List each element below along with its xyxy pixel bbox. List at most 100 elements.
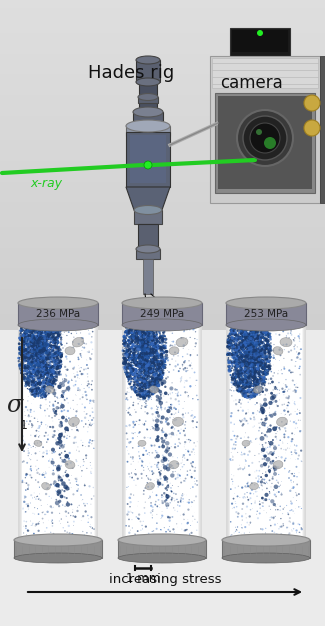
Circle shape xyxy=(252,508,253,509)
Circle shape xyxy=(41,371,43,372)
Bar xyxy=(0,206,325,211)
Circle shape xyxy=(36,342,38,344)
Circle shape xyxy=(159,347,161,349)
Circle shape xyxy=(252,341,254,342)
Circle shape xyxy=(92,411,94,413)
Circle shape xyxy=(156,356,159,359)
Circle shape xyxy=(159,337,161,339)
Circle shape xyxy=(27,365,28,366)
Circle shape xyxy=(146,359,149,362)
Circle shape xyxy=(147,352,150,356)
Circle shape xyxy=(234,334,238,337)
Circle shape xyxy=(25,351,26,352)
Circle shape xyxy=(246,384,249,387)
Circle shape xyxy=(265,378,267,380)
Circle shape xyxy=(228,367,230,369)
Circle shape xyxy=(254,377,257,379)
Circle shape xyxy=(91,473,92,474)
Circle shape xyxy=(163,439,166,441)
Circle shape xyxy=(228,346,229,347)
Circle shape xyxy=(231,478,233,480)
Circle shape xyxy=(140,345,142,347)
Circle shape xyxy=(251,396,252,397)
Circle shape xyxy=(38,349,41,351)
Circle shape xyxy=(138,348,141,351)
Circle shape xyxy=(252,340,253,341)
Circle shape xyxy=(154,342,155,344)
Bar xyxy=(18,325,20,540)
Circle shape xyxy=(156,345,159,347)
Circle shape xyxy=(26,359,29,362)
Circle shape xyxy=(252,356,253,357)
Circle shape xyxy=(240,386,243,389)
Circle shape xyxy=(248,363,251,367)
Circle shape xyxy=(249,350,250,351)
Circle shape xyxy=(241,389,244,392)
Circle shape xyxy=(149,398,150,399)
Circle shape xyxy=(143,347,144,349)
Text: 236 MPa: 236 MPa xyxy=(36,309,80,319)
Circle shape xyxy=(37,538,39,541)
Circle shape xyxy=(248,346,252,350)
Circle shape xyxy=(140,362,142,365)
Circle shape xyxy=(139,348,140,349)
Circle shape xyxy=(40,354,42,355)
Circle shape xyxy=(56,351,59,354)
Circle shape xyxy=(63,326,64,327)
Circle shape xyxy=(40,408,41,409)
Circle shape xyxy=(245,354,248,357)
Circle shape xyxy=(266,369,269,371)
Circle shape xyxy=(235,349,237,351)
Circle shape xyxy=(21,349,23,351)
Circle shape xyxy=(43,339,44,340)
Circle shape xyxy=(87,351,88,352)
Circle shape xyxy=(43,522,44,523)
Circle shape xyxy=(142,333,146,336)
Circle shape xyxy=(227,362,229,364)
Circle shape xyxy=(259,342,261,344)
Circle shape xyxy=(82,341,84,342)
Circle shape xyxy=(85,398,86,399)
Circle shape xyxy=(133,423,134,424)
Circle shape xyxy=(151,343,152,344)
Circle shape xyxy=(22,364,23,365)
Circle shape xyxy=(257,535,258,536)
Bar xyxy=(130,135,166,183)
Circle shape xyxy=(238,373,241,376)
Circle shape xyxy=(248,374,250,376)
Bar xyxy=(0,21,325,25)
Circle shape xyxy=(173,493,175,494)
Circle shape xyxy=(40,368,42,371)
Ellipse shape xyxy=(122,297,202,309)
Circle shape xyxy=(40,330,41,331)
Circle shape xyxy=(143,384,146,387)
Circle shape xyxy=(265,362,267,366)
Circle shape xyxy=(21,343,24,346)
Circle shape xyxy=(269,336,271,337)
Circle shape xyxy=(44,354,46,356)
Circle shape xyxy=(51,366,53,369)
Circle shape xyxy=(30,372,31,374)
Circle shape xyxy=(253,326,255,328)
Circle shape xyxy=(34,367,36,368)
Circle shape xyxy=(260,404,264,408)
Circle shape xyxy=(142,356,145,359)
Circle shape xyxy=(254,331,257,334)
Circle shape xyxy=(126,331,128,332)
Circle shape xyxy=(31,337,32,339)
Circle shape xyxy=(27,361,30,363)
Circle shape xyxy=(135,337,137,340)
Circle shape xyxy=(42,364,45,366)
Circle shape xyxy=(245,352,246,353)
Circle shape xyxy=(274,411,276,413)
Circle shape xyxy=(266,372,267,374)
Circle shape xyxy=(138,331,141,334)
Circle shape xyxy=(158,416,159,418)
Circle shape xyxy=(23,376,25,379)
Circle shape xyxy=(253,368,256,371)
Circle shape xyxy=(296,532,297,533)
Circle shape xyxy=(140,352,141,354)
Circle shape xyxy=(247,386,249,388)
Circle shape xyxy=(47,361,48,362)
Circle shape xyxy=(239,332,242,334)
